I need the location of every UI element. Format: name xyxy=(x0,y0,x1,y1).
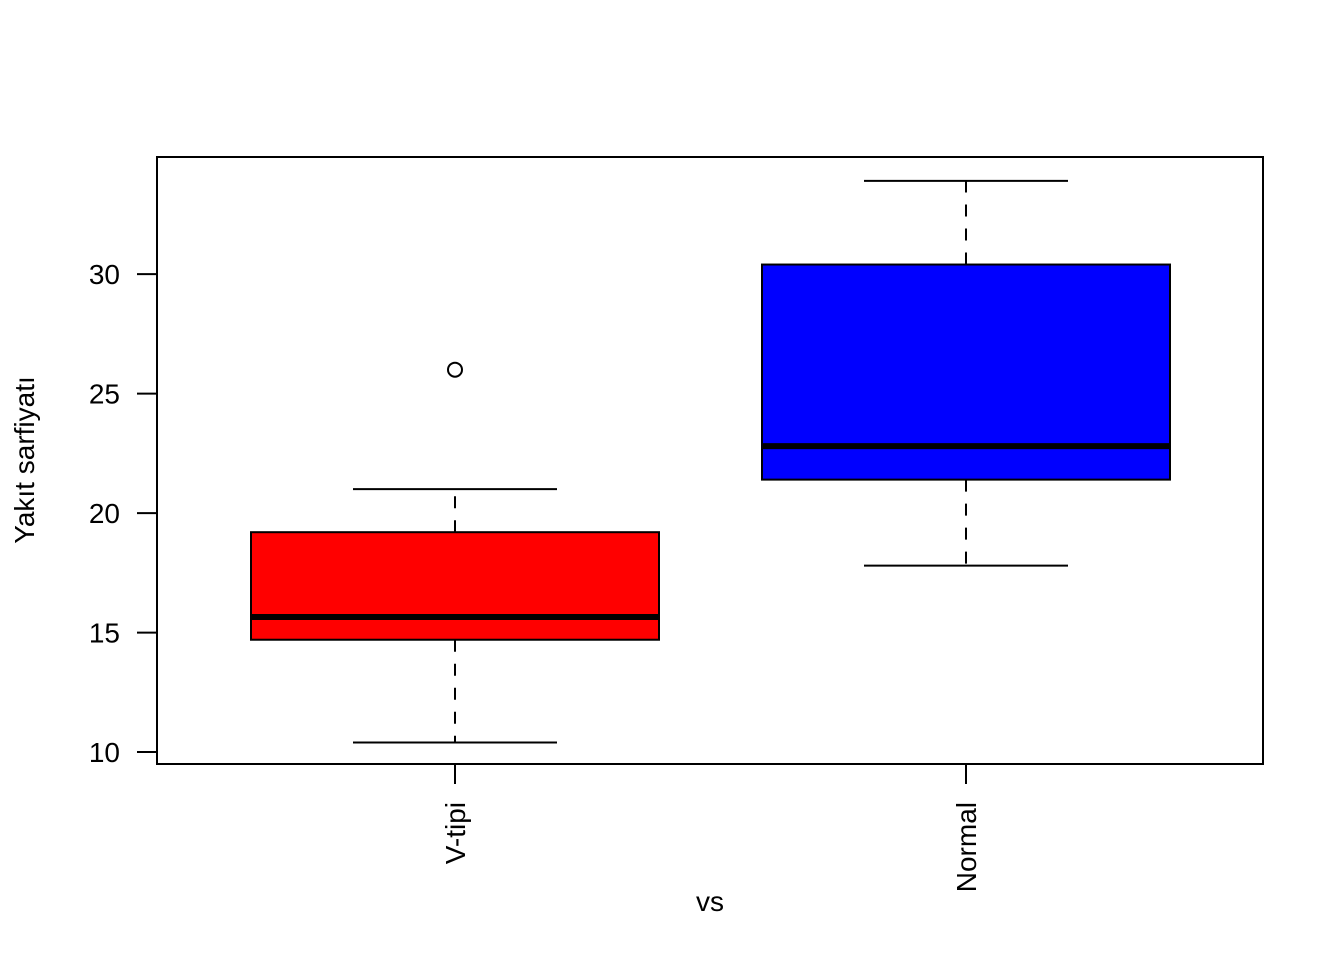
box-iqr xyxy=(250,531,660,641)
y-tick-label: 10 xyxy=(89,737,120,768)
plot-frame xyxy=(156,156,1264,765)
y-axis-title: Yakıt sarfiyatı xyxy=(9,376,40,544)
x-axis: V-tipi Normal xyxy=(440,764,982,892)
y-axis: 10 15 20 25 30 xyxy=(89,259,157,768)
x-tick-label: V-tipi xyxy=(440,802,471,864)
y-tick-label: 15 xyxy=(89,618,120,649)
x-tick-label: Normal xyxy=(951,802,982,892)
y-tick-label: 20 xyxy=(89,498,120,529)
box-group-V-tipi xyxy=(250,361,660,744)
y-tick-label: 30 xyxy=(89,259,120,290)
box-group-Normal xyxy=(761,179,1171,567)
outlier-point xyxy=(447,361,463,378)
x-axis-title: vs xyxy=(696,886,724,917)
y-tick-label: 25 xyxy=(89,379,120,410)
plot-layer xyxy=(250,179,1171,744)
